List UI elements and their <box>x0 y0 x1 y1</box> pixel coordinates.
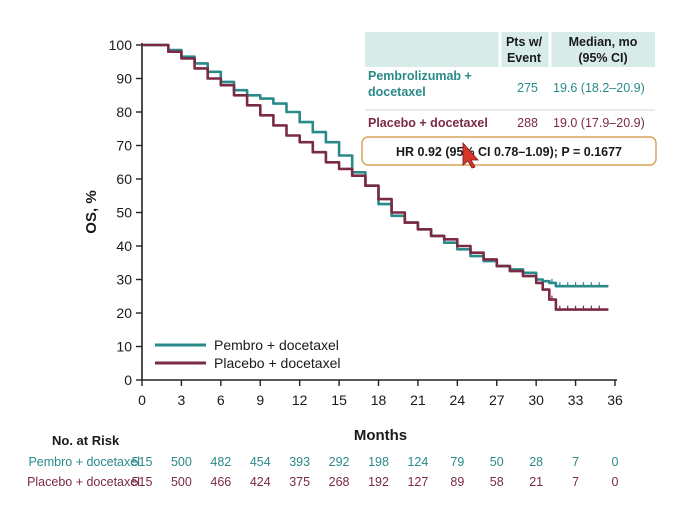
x-tick-label: 3 <box>178 392 186 408</box>
at-risk-value: 198 <box>368 455 389 469</box>
chart-legend: Pembro + docetaxel Placebo + docetaxel <box>155 337 340 371</box>
y-tick-label: 80 <box>116 104 132 120</box>
cursor-arrow <box>462 141 479 169</box>
x-tick-label: 36 <box>607 392 623 408</box>
at-risk-value: 0 <box>612 455 619 469</box>
summary-row-name: docetaxel <box>368 85 426 99</box>
summary-row-events: 288 <box>517 116 538 130</box>
at-risk-row-label: Pembro + docetaxel <box>28 455 140 469</box>
at-risk-value: 58 <box>490 475 504 489</box>
at-risk-title: No. at Risk <box>52 433 120 448</box>
summary-header-bg <box>365 32 655 67</box>
summary-row-name: Placebo + docetaxel <box>368 116 488 130</box>
y-tick-label: 20 <box>116 305 132 321</box>
y-tick-label: 30 <box>116 272 132 288</box>
hr-box <box>361 136 657 166</box>
x-tick-label: 18 <box>371 392 387 408</box>
at-risk-value: 124 <box>407 455 428 469</box>
summary-row-name: Pembrolizumab + <box>368 69 472 83</box>
x-tick-label: 15 <box>331 392 347 408</box>
at-risk-value: 424 <box>250 475 271 489</box>
at-risk-value: 89 <box>450 475 464 489</box>
summary-row-events: 275 <box>517 81 538 95</box>
y-tick-label: 70 <box>116 138 132 154</box>
legend-label: Pembro + docetaxel <box>214 337 339 353</box>
at-risk-value: 393 <box>289 455 310 469</box>
at-risk-value: 21 <box>529 475 543 489</box>
at-risk-value: 466 <box>210 475 231 489</box>
summary-header-median: Median, mo <box>569 35 638 49</box>
x-tick-label: 21 <box>410 392 426 408</box>
summary-row-median: 19.6 (18.2–20.9) <box>553 81 645 95</box>
legend-label: Placebo + docetaxel <box>214 355 340 371</box>
at-risk-value: 7 <box>572 475 579 489</box>
y-tick-label: 100 <box>109 37 133 53</box>
x-tick-label: 24 <box>450 392 466 408</box>
at-risk-value: 454 <box>250 455 271 469</box>
at-risk-value: 375 <box>289 475 310 489</box>
x-tick-label: 12 <box>292 392 308 408</box>
at-risk-value: 192 <box>368 475 389 489</box>
y-tick-label: 40 <box>116 238 132 254</box>
summary-header-events: Event <box>507 51 542 65</box>
x-tick-label: 0 <box>138 392 146 408</box>
at-risk-value: 500 <box>171 455 192 469</box>
at-risk-value: 28 <box>529 455 543 469</box>
mouse-cursor-icon <box>462 141 479 169</box>
summary-row-median: 19.0 (17.9–20.9) <box>553 116 645 130</box>
summary-header-median: (95% CI) <box>578 51 627 65</box>
y-axis-title: OS, % <box>83 190 100 233</box>
at-risk-value: 515 <box>132 475 153 489</box>
at-risk-value: 482 <box>210 455 231 469</box>
at-risk-row-label: Placebo + docetaxel <box>27 475 140 489</box>
summary-table: Pts w/Event Median, mo (95% CI) Pembrolizum… <box>361 32 657 166</box>
x-tick-label: 33 <box>568 392 584 408</box>
series-line-placebo <box>142 43 609 311</box>
summary-header-events: Pts w/ <box>506 35 543 49</box>
at-risk-value: 50 <box>490 455 504 469</box>
x-axis-title: Months <box>354 427 407 444</box>
at-risk-value: 79 <box>450 455 464 469</box>
at-risk-value: 0 <box>612 475 619 489</box>
at-risk-value: 292 <box>329 455 350 469</box>
y-tick-label: 60 <box>116 171 132 187</box>
y-tick-label: 10 <box>116 339 132 355</box>
y-tick-label: 50 <box>116 205 132 221</box>
hr-text: HR 0.92 (95% CI 0.78–1.09); P = 0.1677 <box>396 145 622 159</box>
x-tick-label: 27 <box>489 392 505 408</box>
x-tick-label: 9 <box>256 392 264 408</box>
x-tick-label: 6 <box>217 392 225 408</box>
survival-curves <box>142 43 609 311</box>
y-tick-label: 90 <box>116 71 132 87</box>
at-risk-value: 127 <box>407 475 428 489</box>
at-risk-value: 268 <box>329 475 350 489</box>
at-risk-value: 7 <box>572 455 579 469</box>
at-risk-value: 500 <box>171 475 192 489</box>
x-tick-label: 30 <box>528 392 544 408</box>
y-tick-label: 0 <box>124 372 132 388</box>
at-risk-value: 515 <box>132 455 153 469</box>
